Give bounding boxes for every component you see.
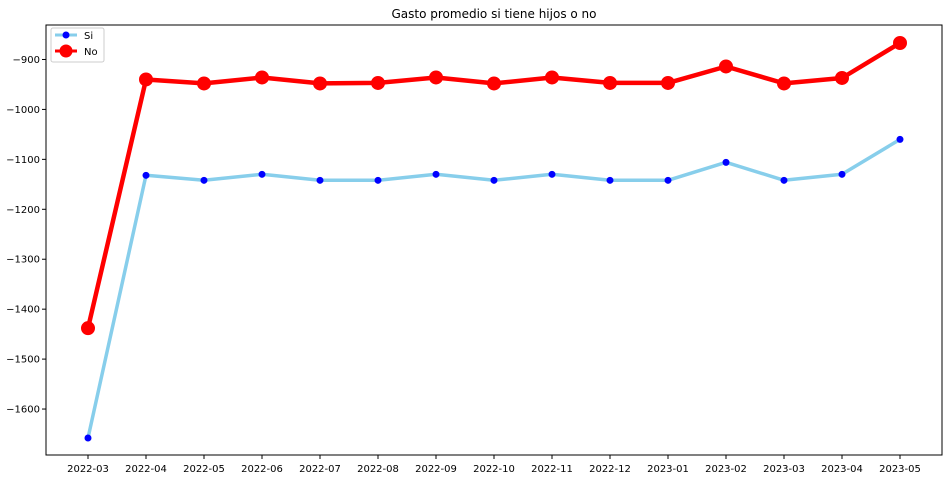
data-point-si [316, 176, 324, 184]
x-tick-label: 2022-09 [415, 464, 457, 475]
legend-si-marker [62, 31, 70, 39]
data-point-no [545, 70, 559, 85]
x-tick-label: 2022-11 [531, 464, 573, 475]
legend-label-si: Si [84, 31, 93, 42]
y-tick-label: −1100 [6, 155, 40, 166]
data-point-si [142, 171, 150, 179]
data-point-no [835, 70, 849, 85]
x-tick-label: 2022-10 [473, 464, 515, 475]
y-tick-label: −1000 [6, 105, 40, 116]
x-tick-label: 2022-06 [241, 464, 283, 475]
x-tick-label: 2022-05 [183, 464, 225, 475]
data-point-si [606, 176, 614, 184]
x-tick-label: 2022-08 [357, 464, 399, 475]
data-point-si [548, 170, 556, 178]
y-tick-label: −1200 [6, 205, 40, 216]
legend-no-marker [59, 44, 73, 58]
data-point-no [893, 36, 907, 50]
x-tick-label: 2022-12 [589, 464, 631, 475]
series-layer [81, 36, 907, 442]
data-point-no [429, 70, 443, 85]
chart-title: Gasto promedio si tiene hijos o no [392, 7, 597, 21]
x-tick-label: 2023-03 [763, 464, 805, 475]
data-point-no [139, 72, 153, 87]
x-tick-label: 2023-01 [647, 464, 689, 475]
data-point-no [603, 75, 617, 90]
data-point-no [719, 59, 733, 74]
data-point-si [838, 170, 846, 178]
data-point-si [258, 170, 266, 178]
x-tick-label: 2023-05 [879, 464, 921, 475]
x-axis: 2022-03 2022-04 2022-05 2022-06 2022-07 2022-… [67, 455, 921, 475]
legend-label-no: No [84, 47, 98, 58]
data-point-si [84, 434, 92, 442]
y-tick-label: −900 [13, 55, 40, 66]
data-point-si [896, 135, 904, 143]
data-point-no [255, 70, 269, 85]
y-axis: −900 −1000 −1100 −1200 −1300 −1400 −1500 −1600 [6, 55, 46, 416]
data-point-no [777, 76, 791, 91]
data-point-si [432, 170, 440, 178]
data-point-no [197, 76, 211, 91]
data-point-no [81, 321, 95, 336]
data-point-si [490, 176, 498, 184]
x-tick-label: 2023-02 [705, 464, 747, 475]
y-tick-label: −1300 [6, 255, 40, 266]
data-point-si [664, 176, 672, 184]
data-point-no [487, 76, 501, 91]
data-point-no [371, 75, 385, 90]
y-tick-label: −1600 [6, 405, 40, 416]
data-point-si [780, 176, 788, 184]
data-point-si [722, 158, 730, 166]
x-tick-label: 2022-04 [125, 464, 167, 475]
data-point-si [374, 176, 382, 184]
x-tick-label: 2022-03 [67, 464, 109, 475]
series-line-si [86, 137, 902, 440]
y-tick-label: −1500 [6, 355, 40, 366]
x-tick-label: 2023-04 [821, 464, 863, 475]
y-tick-label: −1400 [6, 305, 40, 316]
data-point-no [313, 76, 327, 91]
data-point-si [200, 176, 208, 184]
legend: Si No [50, 27, 105, 63]
data-point-no [661, 75, 675, 90]
x-tick-label: 2022-07 [299, 464, 341, 475]
